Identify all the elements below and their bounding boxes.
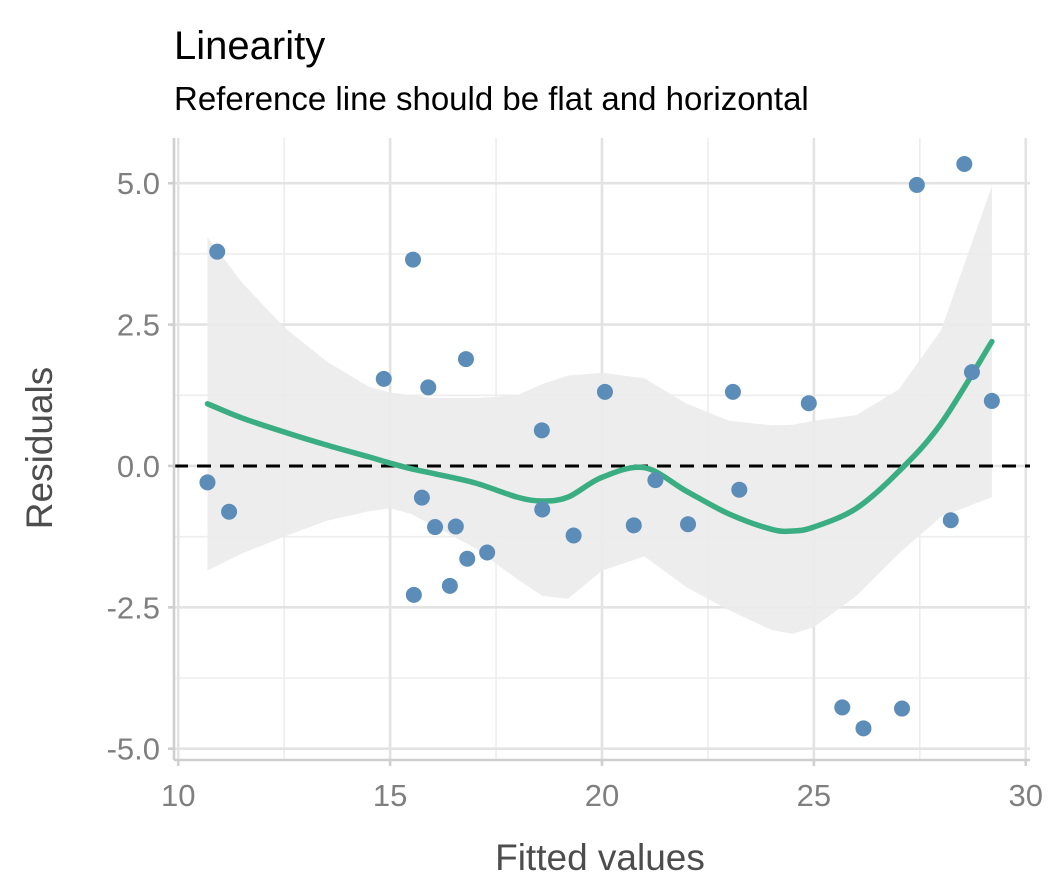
- grid: [174, 138, 1030, 760]
- chart-subtitle: Reference line should be flat and horizo…: [174, 80, 809, 117]
- data-point: [420, 379, 437, 396]
- data-point: [855, 720, 872, 737]
- data-point: [533, 422, 550, 439]
- y-tick-labels: -5.0 -2.5 0.0 2.5 5.0: [107, 166, 160, 766]
- data-point: [647, 472, 664, 489]
- confidence-band-area: [207, 186, 992, 634]
- data-point: [963, 364, 980, 381]
- x-tick-label: 25: [797, 778, 831, 813]
- y-tick-label: 5.0: [117, 166, 160, 201]
- x-tick-label: 15: [373, 778, 407, 813]
- data-point: [405, 251, 422, 268]
- axes: [168, 138, 1030, 766]
- chart-title: Linearity: [174, 24, 325, 68]
- x-tick-label: 30: [1009, 778, 1043, 813]
- data-point: [956, 156, 973, 173]
- data-point: [375, 370, 392, 387]
- y-tick-label: 0.0: [117, 449, 160, 484]
- data-point: [479, 544, 496, 561]
- y-tick-label: 2.5: [117, 308, 160, 343]
- data-point: [447, 518, 464, 535]
- data-point: [834, 699, 851, 716]
- points-group: [199, 156, 1000, 737]
- data-point: [221, 503, 238, 520]
- data-point: [680, 516, 697, 533]
- data-point: [908, 176, 925, 193]
- data-point: [800, 395, 817, 412]
- data-point: [534, 501, 551, 518]
- data-point: [894, 700, 911, 717]
- data-point: [565, 527, 582, 544]
- y-tick-label: -2.5: [107, 590, 160, 625]
- data-point: [413, 489, 430, 506]
- smooth-line-group: [204, 338, 995, 535]
- data-point: [983, 392, 1000, 409]
- smooth-line: [204, 338, 995, 535]
- data-point: [209, 243, 226, 260]
- data-point: [441, 577, 458, 594]
- x-tick-label: 20: [585, 778, 619, 813]
- data-point: [942, 512, 959, 529]
- data-point: [731, 481, 748, 498]
- confidence-band: [207, 186, 992, 634]
- y-axis-title: Residuals: [19, 367, 60, 529]
- data-point: [724, 383, 741, 400]
- data-point: [199, 474, 216, 491]
- data-point: [457, 351, 474, 368]
- x-tick-labels: 10 15 20 25 30: [161, 778, 1043, 813]
- data-point: [625, 517, 642, 534]
- data-point: [427, 519, 444, 536]
- x-tick-label: 10: [161, 778, 195, 813]
- x-axis-title: Fitted values: [495, 837, 705, 878]
- data-point: [405, 586, 422, 603]
- data-point: [596, 383, 613, 400]
- y-tick-label: -5.0: [107, 732, 160, 767]
- data-point: [459, 550, 476, 567]
